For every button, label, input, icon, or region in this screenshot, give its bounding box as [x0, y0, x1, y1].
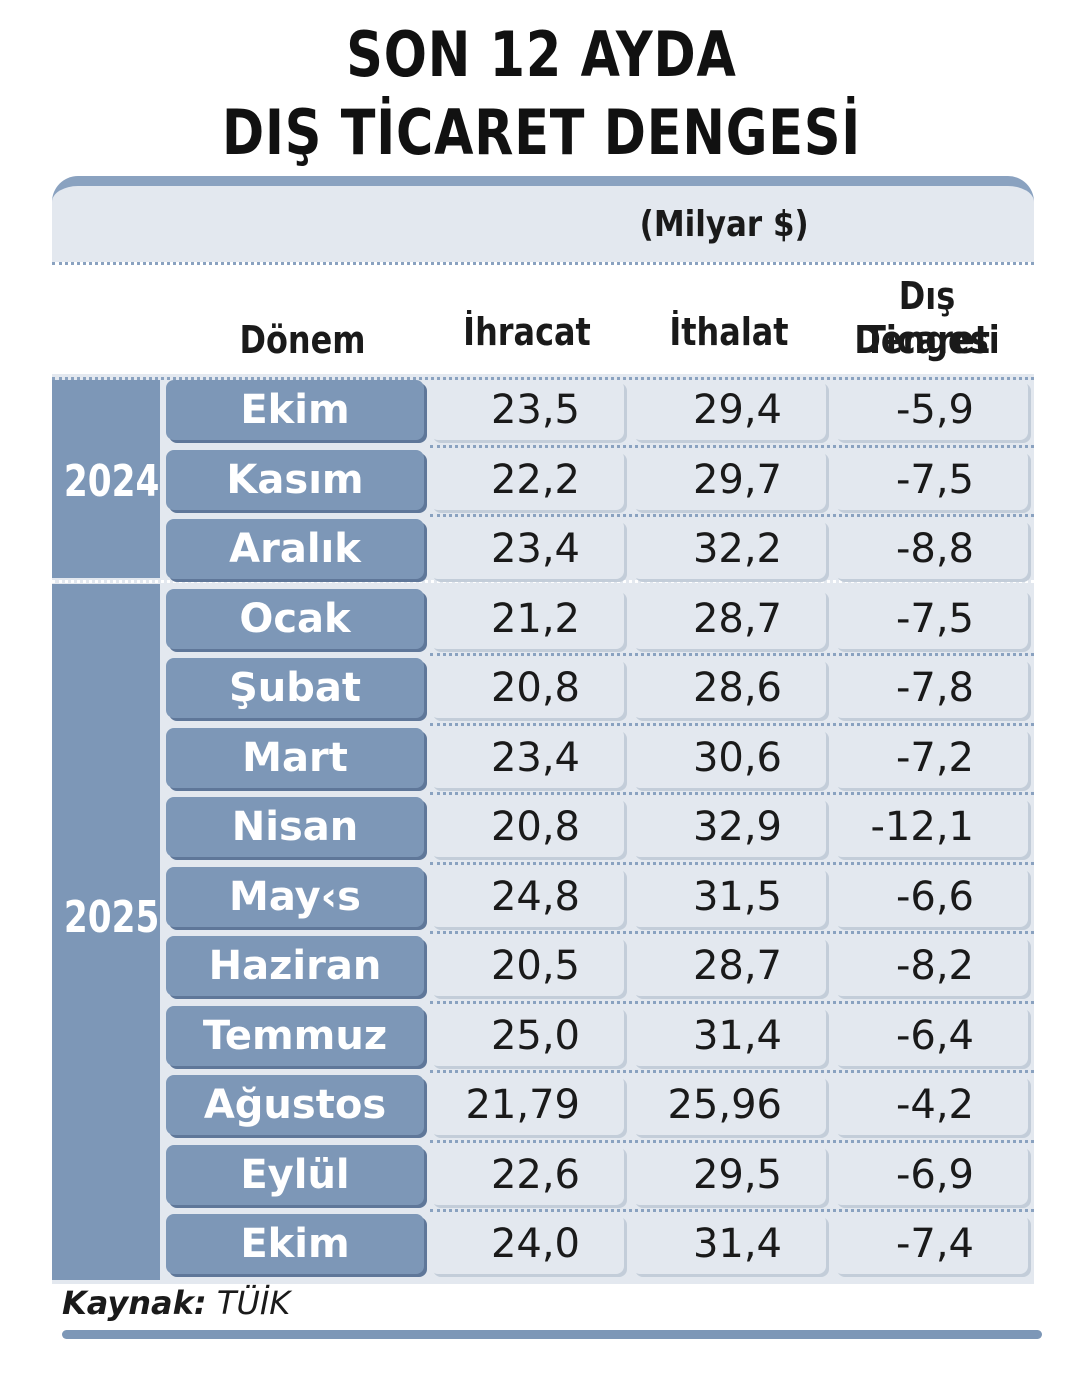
row-divider [430, 792, 1034, 795]
balance-cell: -12,1 [834, 797, 1028, 857]
row-divider [430, 1140, 1034, 1143]
imports-cell: 29,7 [632, 450, 826, 510]
source-value: TÜİK [216, 1284, 291, 1322]
row-divider [430, 653, 1034, 656]
row-divider [430, 1001, 1034, 1004]
col-header-balance-line2: Dengesi [854, 318, 1000, 362]
exports-cell: 20,5 [430, 936, 624, 996]
row-divider [430, 1070, 1034, 1073]
balance-cell: -8,8 [834, 519, 1028, 579]
title-line-2: DIŞ TİCARET DENGESİ [221, 96, 861, 169]
balance-cell: -5,9 [834, 380, 1028, 440]
imports-cell: 31,4 [632, 1214, 826, 1274]
year-band-2025 [52, 584, 160, 1280]
col-header-period: Dönem [239, 318, 366, 362]
month-cell: May‹s [166, 867, 424, 927]
imports-cell: 29,5 [632, 1145, 826, 1205]
imports-cell: 32,9 [632, 797, 826, 857]
imports-cell: 29,4 [632, 380, 826, 440]
exports-cell: 23,4 [430, 519, 624, 579]
exports-cell: 21,79 [430, 1075, 624, 1135]
balance-cell: -7,5 [834, 450, 1028, 510]
year-label-2024: 2024 [63, 456, 160, 507]
year-divider [52, 580, 1034, 583]
balance-cell: -7,4 [834, 1214, 1028, 1274]
month-cell: Ocak [166, 589, 424, 649]
balance-cell: -7,8 [834, 658, 1028, 718]
exports-cell: 20,8 [430, 658, 624, 718]
imports-cell: 31,4 [632, 1006, 826, 1066]
balance-cell: -6,6 [834, 867, 1028, 927]
row-divider [430, 723, 1034, 726]
exports-cell: 20,8 [430, 797, 624, 857]
month-cell: Ekim [166, 380, 424, 440]
month-cell: Nisan [166, 797, 424, 857]
month-cell: Kasım [166, 450, 424, 510]
month-cell: Şubat [166, 658, 424, 718]
bottom-rule [62, 1330, 1042, 1339]
balance-cell: -8,2 [834, 936, 1028, 996]
title-line-1: SON 12 AYDA [346, 18, 737, 91]
row-divider [430, 445, 1034, 448]
year-label-2025: 2025 [63, 892, 160, 943]
column-header-band [52, 262, 1034, 374]
month-cell: Aralık [166, 519, 424, 579]
col-header-exports: İhracat [463, 310, 591, 354]
exports-cell: 23,5 [430, 380, 624, 440]
imports-cell: 30,6 [632, 728, 826, 788]
table-top-divider [52, 377, 1034, 380]
year-band-2024 [52, 380, 160, 578]
source-label: Kaynak: [62, 1284, 207, 1322]
month-cell: Temmuz [166, 1006, 424, 1066]
month-cell: Eylül [166, 1145, 424, 1205]
month-cell: Ekim [166, 1214, 424, 1274]
exports-cell: 24,8 [430, 867, 624, 927]
imports-cell: 25,96 [632, 1075, 826, 1135]
month-cell: Haziran [166, 936, 424, 996]
col-header-balance-line1: Dış Ticaret [864, 274, 990, 362]
exports-cell: 23,4 [430, 728, 624, 788]
row-divider [430, 1209, 1034, 1212]
imports-cell: 32,2 [632, 519, 826, 579]
source-note: Kaynak: TÜİK [62, 1284, 290, 1322]
row-divider [430, 862, 1034, 865]
col-header-imports: İthalat [669, 310, 789, 354]
balance-cell: -7,5 [834, 589, 1028, 649]
imports-cell: 28,7 [632, 589, 826, 649]
balance-cell: -4,2 [834, 1075, 1028, 1135]
imports-cell: 31,5 [632, 867, 826, 927]
exports-cell: 21,2 [430, 589, 624, 649]
exports-cell: 22,2 [430, 450, 624, 510]
month-cell: Mart [166, 728, 424, 788]
balance-cell: -6,4 [834, 1006, 1028, 1066]
balance-cell: -6,9 [834, 1145, 1028, 1205]
row-divider [430, 514, 1034, 517]
exports-cell: 22,6 [430, 1145, 624, 1205]
month-cell: Ağustos [166, 1075, 424, 1135]
unit-label: (Milyar $) [639, 204, 809, 245]
exports-cell: 25,0 [430, 1006, 624, 1066]
imports-cell: 28,6 [632, 658, 826, 718]
exports-cell: 24,0 [430, 1214, 624, 1274]
imports-cell: 28,7 [632, 936, 826, 996]
balance-cell: -7,2 [834, 728, 1028, 788]
row-divider [430, 931, 1034, 934]
